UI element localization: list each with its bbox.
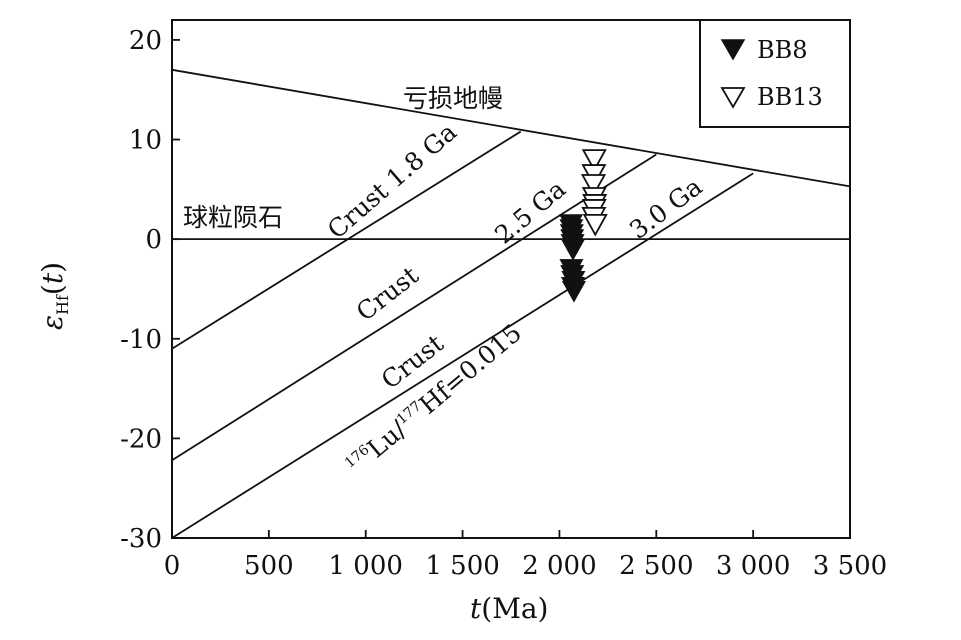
reference-line-3: [171, 153, 657, 462]
y-tick-label: 0: [145, 225, 162, 255]
x-tick-label: 2 500: [619, 551, 693, 581]
y-axis-ticks: 20 10 0 -10 -20 -30: [120, 26, 180, 554]
point-bb8: [560, 239, 586, 261]
reference-line-4: [171, 172, 754, 539]
reference-line-0: [171, 68, 851, 188]
annotation-3-0ga: 3.0 Ga: [624, 172, 707, 245]
annotation-crust-upper: Crust: [351, 261, 424, 327]
point-bb8: [561, 281, 586, 303]
legend: BB8 BB13: [699, 19, 851, 128]
y-tick-label: -20: [120, 424, 162, 454]
x-tick-label: 0: [164, 551, 181, 581]
plot-frame: [171, 19, 851, 539]
svg-text:εHf(t): εHf(t): [36, 262, 72, 330]
legend-bb13-marker: [720, 87, 746, 109]
legend-bb8-marker: [720, 39, 746, 61]
y-tick-label: -30: [120, 524, 162, 554]
x-tick-label: 3 500: [813, 551, 887, 581]
x-tick-label: 1 500: [425, 551, 499, 581]
x-tick-label: 2 000: [522, 551, 596, 581]
annotation-chondrite: 球粒陨石: [183, 203, 283, 232]
legend-bb13-label: BB13: [757, 83, 823, 111]
point-bb13: [581, 149, 607, 172]
y-tick-label: 20: [129, 26, 162, 56]
x-tick-label: 1 000: [328, 551, 402, 581]
reference-line-2: [171, 130, 522, 350]
y-tick-label: -10: [120, 325, 162, 355]
reference-lines: [171, 68, 851, 539]
x-axis-title: t(Ma): [470, 592, 548, 625]
y-tick-label: 10: [129, 126, 162, 156]
x-tick-label: 500: [244, 551, 294, 581]
point-bb13: [580, 174, 607, 197]
x-tick-label: 3 000: [716, 551, 790, 581]
point-bb13: [582, 213, 608, 237]
x-axis-ticks: 0 500 1 000 1 500 2 000 2 500 3 000 3 500: [164, 530, 887, 581]
y-axis-title: εHf(t): [36, 262, 72, 330]
data-points: [559, 149, 608, 303]
legend-bb8-label: BB8: [757, 36, 808, 64]
annotation-depleted-mantle: 亏损地幔: [403, 84, 503, 113]
